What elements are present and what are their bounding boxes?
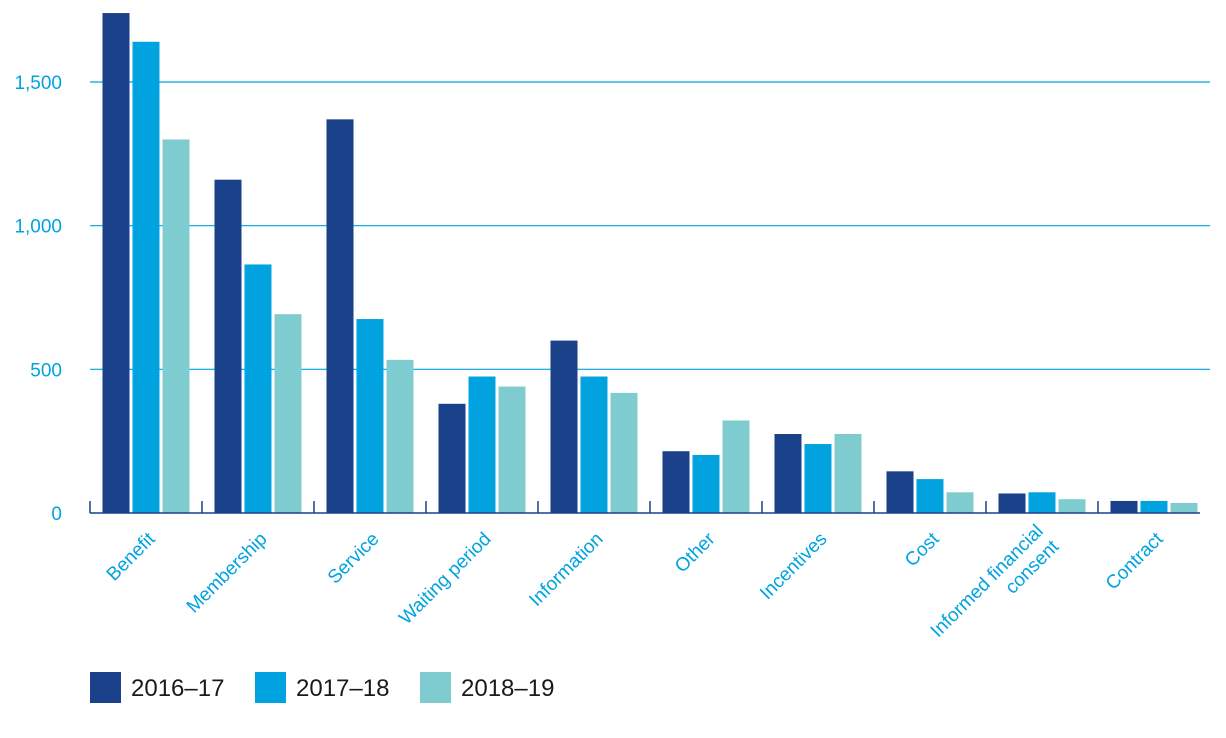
bar bbox=[834, 433, 862, 513]
x-tick-label: Benefit bbox=[103, 528, 160, 585]
legend-swatch bbox=[420, 672, 451, 703]
y-tick-label: 500 bbox=[30, 360, 62, 381]
y-tick-label: 0 bbox=[51, 504, 62, 525]
bar bbox=[692, 454, 720, 513]
bar bbox=[132, 41, 160, 513]
bar bbox=[438, 403, 466, 513]
bar bbox=[498, 386, 526, 513]
bar bbox=[102, 13, 130, 513]
legend-label: 2017–18 bbox=[296, 675, 389, 702]
bar bbox=[214, 179, 242, 513]
legend-swatch bbox=[90, 672, 121, 703]
bar bbox=[1170, 502, 1198, 513]
legend: 2016–17 2017–18 2018–19 bbox=[90, 672, 554, 703]
bar bbox=[886, 471, 914, 513]
legend-label: 2018–19 bbox=[461, 675, 554, 702]
bar bbox=[386, 359, 414, 513]
legend-item: 2018–19 bbox=[420, 672, 554, 703]
bar bbox=[1110, 500, 1138, 513]
bar bbox=[804, 444, 832, 513]
x-tick-label: Cost bbox=[901, 528, 944, 571]
bar bbox=[662, 451, 690, 513]
x-tick-label: Information bbox=[525, 529, 607, 611]
x-tick-label: Membership bbox=[183, 529, 272, 618]
bar bbox=[274, 314, 302, 513]
y-tick-label: 1,000 bbox=[14, 217, 62, 238]
legend-item: 2016–17 bbox=[90, 672, 224, 703]
bars bbox=[102, 13, 1198, 513]
bar bbox=[722, 420, 750, 513]
bar bbox=[244, 264, 272, 513]
bar bbox=[326, 119, 354, 513]
bar bbox=[468, 376, 496, 513]
bar bbox=[580, 376, 608, 513]
bar bbox=[356, 319, 384, 513]
x-tick-label: Contract bbox=[1102, 528, 1168, 594]
x-tick-label: Other bbox=[671, 528, 720, 577]
y-tick-label: 1,500 bbox=[14, 73, 62, 94]
bar bbox=[774, 433, 802, 513]
bar bbox=[550, 340, 578, 513]
bar bbox=[162, 139, 190, 513]
bar bbox=[1140, 500, 1168, 513]
x-tick-label: Informed financialconsent bbox=[927, 520, 1064, 657]
legend-item: 2017–18 bbox=[255, 672, 389, 703]
bar bbox=[916, 479, 944, 513]
x-tick-label: Service bbox=[324, 529, 384, 589]
x-tick-label: Waiting period bbox=[395, 529, 495, 629]
bar bbox=[1058, 499, 1086, 513]
bar bbox=[610, 392, 638, 513]
bar bbox=[1028, 492, 1056, 513]
legend-swatch bbox=[255, 672, 286, 703]
bar bbox=[946, 492, 974, 513]
y-axis: 0 500 1,000 1,500 bbox=[14, 73, 62, 525]
x-axis bbox=[89, 501, 1200, 514]
bar bbox=[998, 493, 1026, 513]
x-tick-label: Incentives bbox=[756, 529, 831, 604]
category-labels: Benefit Membership Service Waiting period In… bbox=[103, 520, 1168, 657]
legend-label: 2016–17 bbox=[131, 675, 224, 702]
